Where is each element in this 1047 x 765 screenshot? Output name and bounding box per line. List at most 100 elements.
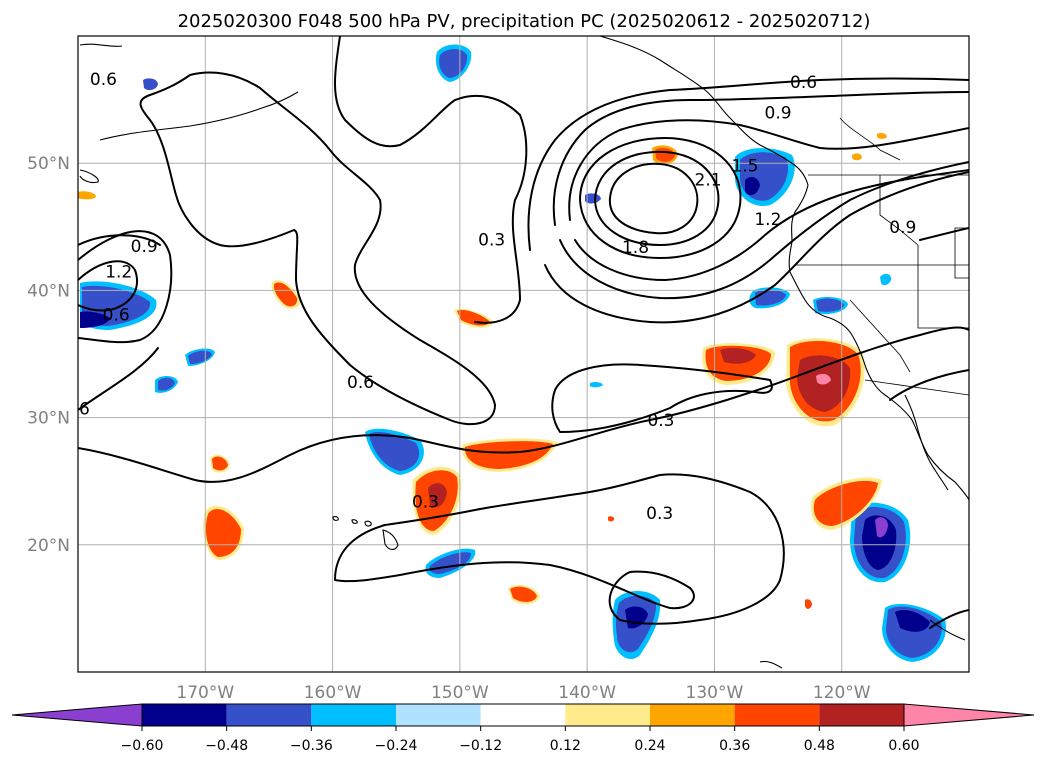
colorbar-box (311, 704, 396, 726)
precip-area (273, 282, 298, 307)
pv-contour-1.2 (574, 169, 969, 281)
precip-area (510, 586, 537, 602)
colorbar-box (396, 704, 481, 726)
pv-contour-0.3 (334, 473, 785, 625)
pv-contour-0.9 (919, 227, 969, 241)
colorbar-extend-min (11, 703, 143, 727)
precip-area (78, 191, 96, 200)
precip-area (585, 193, 601, 204)
colorbar-tick-label: 0.36 (719, 738, 750, 754)
colorbar-box (226, 704, 312, 726)
figure-title: 2025020300 F048 500 hPa PV, precipitatio… (178, 11, 871, 32)
precip-area (457, 310, 490, 326)
precip-area (212, 456, 228, 471)
contour-label: 1.8 (622, 238, 649, 258)
precip-area (369, 432, 420, 471)
lon-tick-label: 150°W (431, 683, 489, 703)
pv-contour (78, 230, 173, 344)
colorbar-extend-max (903, 703, 1035, 727)
contour-label: 1.2 (105, 262, 132, 282)
border-alaska-canada (839, 117, 901, 161)
state-border (879, 175, 969, 329)
longitude-labels: 170°W 160°W 150°W 140°W 130°W 120°W (176, 683, 870, 703)
precip-area (720, 347, 756, 364)
pv-contour-0.6 (139, 71, 496, 426)
precip-area (805, 599, 812, 609)
pv-contour-0.6 (544, 171, 969, 324)
precip-area (590, 381, 603, 388)
colorbar-tick-label: 0.48 (804, 738, 835, 754)
precip-area (188, 350, 212, 364)
map-panel: 0.6 0.3 0.3 0.3 0.3 0.6 0.9 1.2 6 0.6 2.1 1.8 1.5 0.9… (27, 35, 970, 703)
pv-contour-0.3 (551, 363, 773, 433)
coastlines (79, 36, 969, 669)
colorbar-frame (141, 703, 905, 727)
contour-label: 0.9 (889, 218, 916, 238)
colorbar-box (142, 704, 227, 726)
pv-contour (78, 347, 159, 411)
state-border (954, 227, 969, 279)
contour-label: 2.1 (695, 171, 722, 191)
precip-area (895, 610, 930, 632)
lat-tick-label: 40°N (27, 281, 70, 301)
precip-area (745, 177, 760, 196)
borders (795, 117, 969, 396)
hawaii-island (332, 516, 339, 521)
colorbar-tick-label: 0.60 (888, 738, 919, 754)
pv-contours (78, 36, 969, 629)
contour-labels: 0.6 0.3 0.3 0.3 0.3 0.6 0.9 1.2 6 0.6 2.1 1.8 1.5 0.9… (79, 70, 916, 524)
pv-contour-0.9 (559, 161, 969, 300)
precip-area (816, 298, 844, 312)
pv-contour-0.3 (78, 326, 969, 483)
pv-contour-0.3 (889, 369, 969, 401)
precip-area (80, 311, 110, 328)
contour-label: 0.6 (347, 373, 374, 393)
precip-area (816, 373, 831, 385)
contour-label: 0.6 (90, 70, 117, 90)
pv-contour-1.2 (568, 119, 969, 221)
precip-area (158, 377, 175, 391)
colorbar-tick-label: 0.24 (634, 738, 665, 754)
coastline-aleutians (99, 91, 299, 141)
lon-tick-label: 120°W (813, 683, 871, 703)
contour-label: 0.6 (103, 306, 130, 326)
lon-tick-label: 140°W (558, 683, 616, 703)
map-frame (77, 35, 970, 673)
contour-label: 0.9 (765, 103, 792, 123)
pv-contour-0.3 (334, 36, 528, 324)
coastline-baja (904, 394, 949, 491)
precip-area (143, 78, 158, 91)
coastline-north-america (599, 36, 969, 501)
contour-label: 0.3 (478, 231, 505, 251)
lon-tick-label: 170°W (176, 683, 234, 703)
contour-label: 0.9 (131, 237, 158, 257)
lat-tick-label: 50°N (27, 154, 70, 174)
hawaii-island (382, 529, 399, 550)
contour-label: 1.2 (754, 210, 781, 230)
pv-contour-1.8 (594, 150, 720, 246)
colorbar-box (565, 704, 650, 726)
colorbar-box (650, 704, 735, 726)
pv-contour-0.9 (552, 91, 969, 226)
precip-area (877, 133, 887, 139)
coastline-south (929, 619, 966, 641)
precip-area (813, 480, 878, 526)
contour-label: 0.3 (647, 411, 674, 431)
precip-area (464, 441, 553, 469)
precip-area (880, 273, 892, 286)
contour-label: 0.6 (790, 73, 817, 93)
colorbar-box (734, 704, 820, 726)
colorbar-tick-label: −0.36 (290, 738, 333, 754)
colorbar-tick-label: −0.48 (205, 738, 248, 754)
colorbar-tick-label: −0.24 (375, 738, 418, 754)
colorbar: −0.60 −0.48 −0.36 −0.24 −0.12 0.12 0.24 0.36 0.4… (11, 703, 1035, 754)
precip-area (862, 515, 897, 570)
colorbar-box (480, 704, 566, 726)
contour-label: 6 (79, 400, 90, 420)
colorbar-box (819, 704, 904, 726)
lat-tick-label: 30°N (27, 409, 70, 429)
hawaii-island (351, 519, 358, 524)
contour-label: 1.5 (731, 157, 758, 177)
colorbar-tick-label: −0.60 (121, 738, 164, 754)
